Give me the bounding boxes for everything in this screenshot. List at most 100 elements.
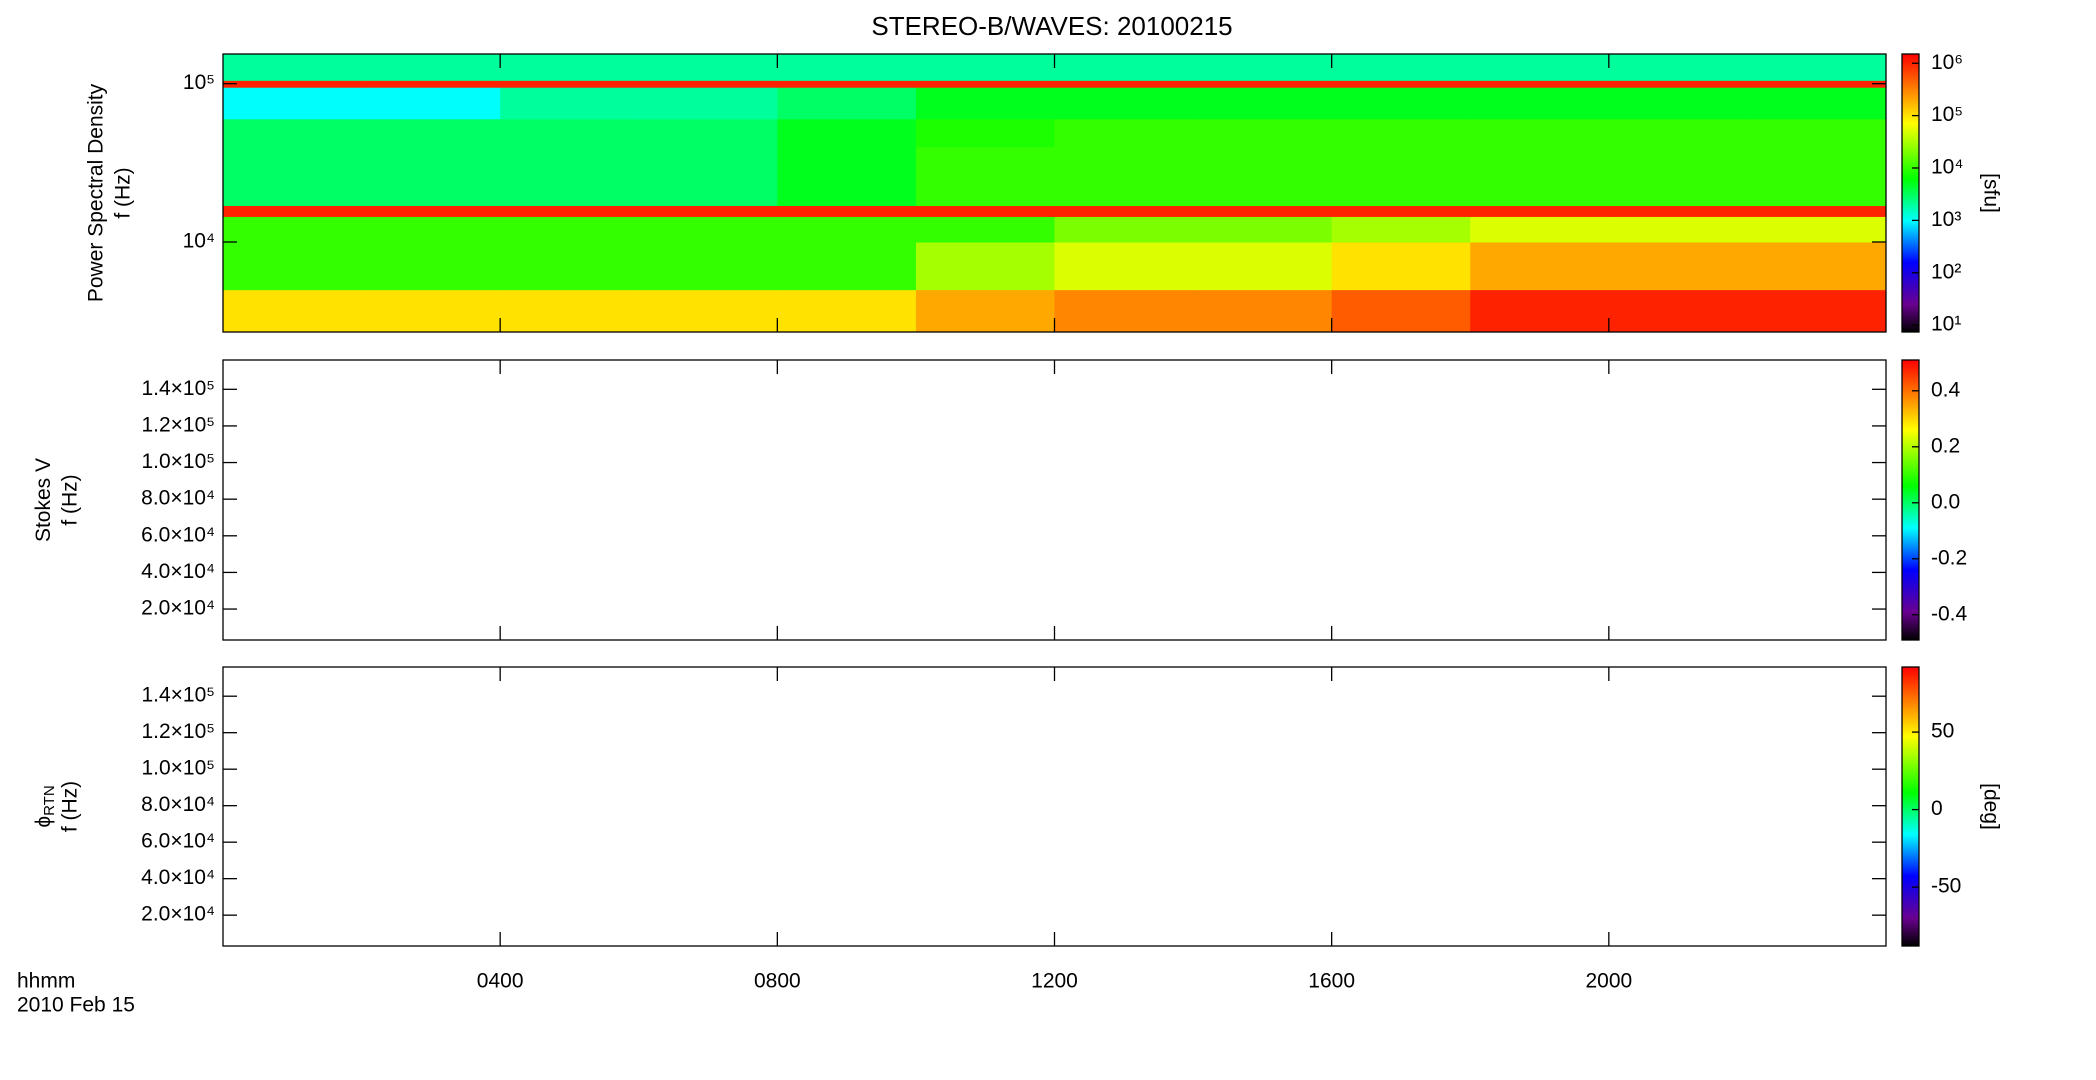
colorbar-tick-label: -50 xyxy=(1931,875,1961,898)
heatmap-cell xyxy=(500,80,640,88)
y-tick-label: 2.0×10⁴ xyxy=(141,597,215,620)
heatmap-cell xyxy=(1747,118,1887,148)
heatmap-cell xyxy=(1608,205,1748,217)
heatmap-cell xyxy=(777,54,917,81)
heatmap-cell xyxy=(1470,241,1610,291)
heatmap-cell xyxy=(1054,87,1194,120)
heatmap-cell xyxy=(1054,146,1194,207)
heatmap-cell xyxy=(1470,54,1610,81)
colorbar-tick-label: 10⁵ xyxy=(1931,103,1963,126)
colorbar-tick-label: 0.0 xyxy=(1931,490,1960,513)
heatmap-cell xyxy=(777,216,917,243)
colorbar-tick-label: 50 xyxy=(1931,720,1954,743)
heatmap-cell xyxy=(915,118,1055,148)
heatmap-cell xyxy=(1747,216,1887,243)
heatmap-cell xyxy=(915,205,1055,217)
y-label: Power Spectral Density xyxy=(85,83,108,302)
heatmap-cell xyxy=(500,241,640,291)
heatmap-cell xyxy=(361,87,501,120)
heatmap-cell xyxy=(1331,289,1471,333)
heatmap-cell xyxy=(1193,146,1333,207)
heatmap-cell xyxy=(1054,216,1194,243)
heatmap-cell xyxy=(1331,87,1471,120)
heatmap-cell xyxy=(915,146,1055,207)
y-label: ϕRTN xyxy=(32,785,58,827)
heatmap-cell xyxy=(361,289,501,333)
colorbar-tick-label: -0.4 xyxy=(1931,602,1968,625)
y-tick-label: 2.0×10⁴ xyxy=(141,903,215,926)
heatmap-cell xyxy=(638,216,778,243)
y-tick-label: 6.0×10⁴ xyxy=(141,523,215,546)
heatmap-cell xyxy=(1054,205,1194,217)
heatmap-cell xyxy=(1193,289,1333,333)
heatmap-cell xyxy=(361,80,501,88)
heatmap-cell xyxy=(1054,80,1194,88)
y-tick-label: 8.0×10⁴ xyxy=(141,487,215,510)
heatmap-cell xyxy=(223,216,363,243)
heatmap-cell xyxy=(638,205,778,217)
colorbar-tick-label: -0.2 xyxy=(1931,546,1967,569)
heatmap-cell xyxy=(500,146,640,207)
heatmap-cell xyxy=(638,241,778,291)
y-label-2: f (Hz) xyxy=(59,474,82,525)
y-tick-label: 8.0×10⁴ xyxy=(141,793,215,816)
heatmap-cell xyxy=(1470,216,1610,243)
heatmap-cell xyxy=(1193,87,1333,120)
heatmap-cell xyxy=(1608,80,1748,88)
heatmap-cell xyxy=(1608,146,1748,207)
x-tick-label: 0400 xyxy=(477,970,524,993)
heatmap-cell xyxy=(1747,205,1887,217)
heatmap-cell xyxy=(361,118,501,148)
heatmap-cell xyxy=(361,216,501,243)
colorbar-tick-label: 10⁴ xyxy=(1931,156,1963,179)
y-label-subscript: RTN xyxy=(41,785,58,816)
heatmap-cell xyxy=(223,289,363,333)
y-tick-label: 10⁵ xyxy=(183,71,215,94)
heatmap-cell xyxy=(1331,146,1471,207)
y-label-text: ϕ xyxy=(32,816,55,828)
y-tick-label: 4.0×10⁴ xyxy=(141,560,215,583)
heatmap-cell xyxy=(500,205,640,217)
colorbar-tick-label: 10² xyxy=(1931,260,1961,283)
heatmap-cell xyxy=(1470,146,1610,207)
y-tick-label: 6.0×10⁴ xyxy=(141,830,215,853)
heatmap-cell xyxy=(223,80,363,88)
heatmap-cell xyxy=(1331,216,1471,243)
y-label-2: f (Hz) xyxy=(59,781,82,832)
x-tick-label: 0800 xyxy=(754,970,801,993)
heatmap-cell xyxy=(915,216,1055,243)
heatmap-cell xyxy=(638,80,778,88)
heatmap-cell xyxy=(223,87,363,120)
heatmap-cell xyxy=(777,80,917,88)
heatmap-cell xyxy=(1331,80,1471,88)
heatmap-cell xyxy=(1054,289,1194,333)
colorbar-label: [sfu] xyxy=(1979,173,2002,213)
x-tick-label: 1600 xyxy=(1308,970,1355,993)
colorbar-tick-label: 0.2 xyxy=(1931,434,1960,457)
heatmap-cell xyxy=(1747,87,1887,120)
heatmap-cell xyxy=(915,87,1055,120)
heatmap-cell xyxy=(777,87,917,120)
heatmap-cell xyxy=(777,205,917,217)
heatmap-cell xyxy=(223,118,363,148)
heatmap-cell xyxy=(1608,216,1748,243)
heatmap-cell xyxy=(915,80,1055,88)
heatmap-cell xyxy=(1470,118,1610,148)
heatmap-cell xyxy=(1470,205,1610,217)
x-label: hhmm xyxy=(17,970,75,993)
colorbar xyxy=(1901,666,1920,947)
y-tick-label: 1.2×10⁵ xyxy=(141,720,215,743)
y-tick-label: 1.4×10⁵ xyxy=(141,684,215,707)
heatmap-cell xyxy=(1608,241,1748,291)
heatmap-cell xyxy=(223,146,363,207)
heatmap-cell xyxy=(777,289,917,333)
heatmap-cell xyxy=(1747,289,1887,333)
x-tick-label: 2000 xyxy=(1585,970,1632,993)
y-tick-label: 4.0×10⁴ xyxy=(141,866,215,889)
heatmap-cell xyxy=(1193,54,1333,81)
heatmap-cell xyxy=(915,241,1055,291)
heatmap-cell xyxy=(1054,241,1194,291)
heatmap-cell xyxy=(1470,87,1610,120)
y-label-text: Stokes V xyxy=(32,458,55,542)
heatmap-cell xyxy=(638,54,778,81)
